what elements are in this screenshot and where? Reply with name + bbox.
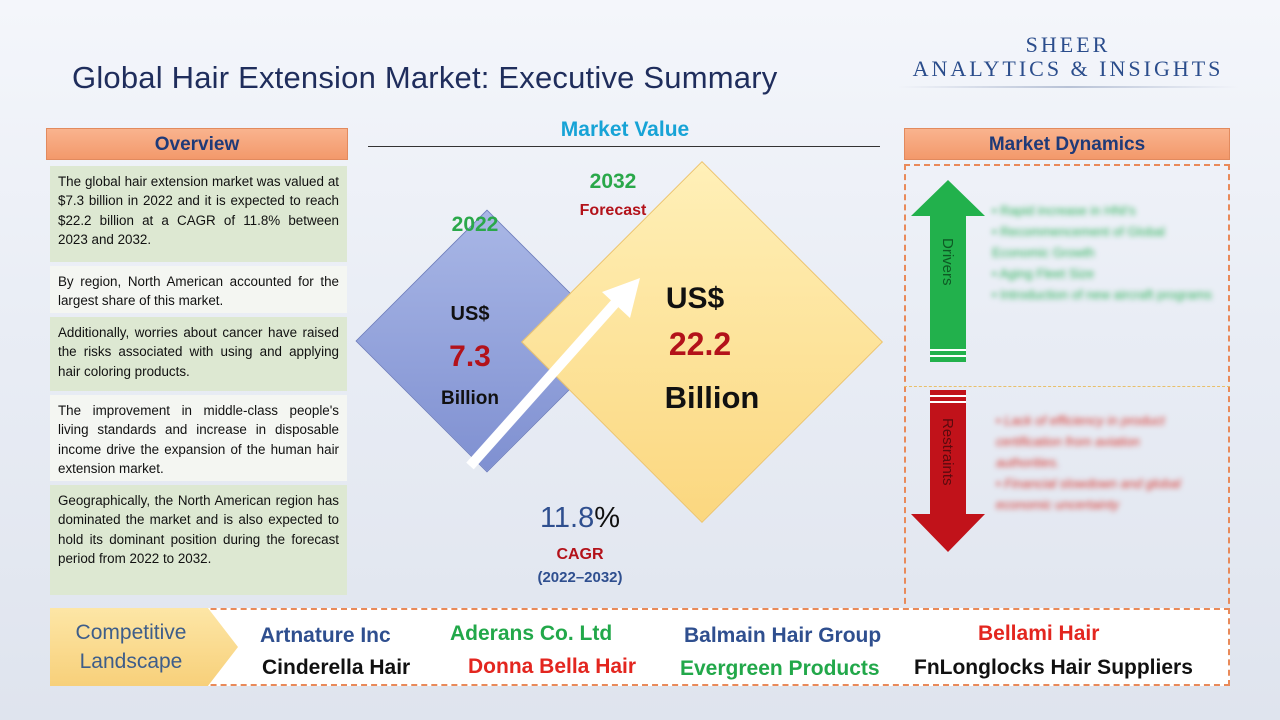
cagr-percent: % (594, 502, 621, 534)
drivers-arrow-icon (911, 180, 985, 362)
overview-paragraph: By region, North American accounted for … (50, 266, 347, 313)
restraints-list: • Lack of efficiency in product certific… (996, 410, 1206, 515)
company-name: Donna Bella Hair (468, 655, 637, 678)
list-item: • Introduction of new aircraft programs (992, 287, 1212, 302)
market-dynamics-heading: Market Dynamics (904, 128, 1230, 160)
brand-line-1: SHEER (1025, 32, 1111, 57)
company-name: Artnature Inc (260, 624, 391, 647)
overview-paragraph: Geographically, the North American regio… (50, 485, 347, 595)
company-name: Evergreen Products (680, 657, 880, 680)
currency-2032: US$ (665, 282, 725, 315)
forecast-label: Forecast (579, 202, 647, 219)
drivers-list: • Rapid increase in HNI's • Recommenceme… (992, 200, 1214, 305)
list-item: • Lack of efficiency in product certific… (996, 413, 1165, 470)
overview-paragraph: Additionally, worries about cancer have … (50, 317, 347, 391)
company-name: FnLonglocks Hair Suppliers (914, 656, 1193, 679)
list-item: • Rapid increase in HNI's (992, 203, 1136, 218)
overview-paragraph: The improvement in middle-class people's… (50, 395, 347, 481)
overview-paragraph: The global hair extension market was val… (50, 166, 347, 262)
cagr-number: 11.8 (539, 502, 595, 534)
list-item: • Aging Fleet Size (992, 266, 1095, 281)
brand-underline (898, 86, 1238, 88)
restraints-arrow-icon (911, 390, 985, 552)
overview-heading: Overview (46, 128, 348, 160)
value-2032: 22.2 (668, 326, 732, 362)
year-2022: 2022 (451, 213, 499, 236)
competitive-landscape-label: Competitive Landscape (50, 608, 238, 686)
value-2022: 7.3 (449, 340, 491, 373)
page-title: Global Hair Extension Market: Executive … (72, 60, 778, 95)
list-item: • Financial slowdown and global economic… (996, 476, 1181, 512)
year-2032: 2032 (589, 170, 637, 193)
brand-line-2: ANALYTICS & INSIGHTS (912, 56, 1224, 81)
restraints-label: Restraints (939, 418, 956, 486)
cagr-period: (2022–2032) (537, 569, 623, 586)
competitive-label-line-2: Landscape (79, 650, 183, 673)
drivers-label: Drivers (939, 238, 956, 286)
unit-2032: Billion (664, 380, 760, 415)
company-name: Bellami Hair (978, 622, 1100, 645)
company-name: Balmain Hair Group (684, 624, 882, 647)
unit-2022: Billion (440, 388, 500, 409)
currency-2022: US$ (450, 303, 490, 325)
market-value-heading: Market Value (560, 118, 690, 141)
market-value-divider (368, 146, 880, 147)
company-name: Aderans Co. Ltd (450, 622, 613, 645)
dynamics-divider (904, 386, 1230, 387)
cagr-label: CAGR (556, 546, 604, 563)
cagr-value: 11.8% (520, 502, 640, 535)
overview-column: The global hair extension market was val… (50, 166, 347, 599)
brand-logo: SHEER ANALYTICS & INSIGHTS (898, 32, 1238, 88)
company-name: Cinderella Hair (262, 656, 411, 679)
competitive-landscape-panel (50, 608, 1230, 686)
competitive-label-line-1: Competitive (75, 621, 187, 644)
growth-arrow-icon (466, 278, 640, 470)
list-item: • Recommencement of Global Economic Grow… (992, 224, 1165, 260)
